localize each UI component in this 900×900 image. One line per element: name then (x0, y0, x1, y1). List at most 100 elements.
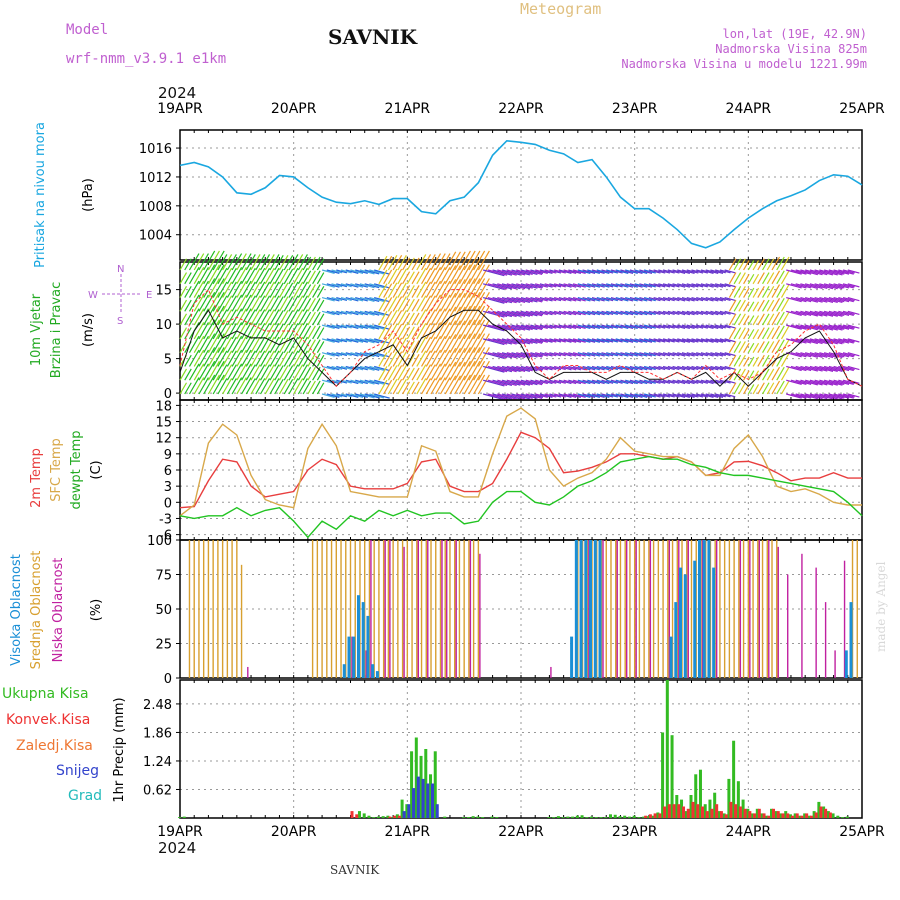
wind-barb (823, 338, 843, 345)
wind-barb (553, 296, 566, 302)
precip-conv-bar (767, 815, 771, 818)
wind-barb (236, 377, 247, 395)
legend-snow: Snijeg (56, 763, 99, 779)
wind-barb (406, 298, 415, 312)
wind-barb (544, 393, 557, 398)
wind-barb (203, 374, 216, 395)
wind-barb (615, 393, 629, 398)
wind-barb (838, 324, 854, 330)
wind-barb (259, 378, 271, 395)
wind-barb (577, 283, 591, 288)
y-tick-label: 100 (147, 534, 172, 549)
wind-barb (269, 254, 280, 271)
wind-barb (819, 365, 838, 372)
wind-barb (686, 338, 699, 343)
wind-barb (582, 269, 596, 274)
wind-barb (231, 267, 243, 285)
wind-barb (733, 368, 742, 381)
wind-barb (549, 365, 562, 371)
wind-barb (625, 352, 638, 357)
wind-barb (312, 256, 321, 271)
wind-barb (634, 365, 648, 371)
precip-total-bar (547, 817, 551, 818)
wind-barb (454, 265, 466, 285)
wind-barb (648, 283, 661, 288)
wind-barb (364, 379, 380, 385)
panel-precipitation: 0.621.241.862.48 (143, 679, 863, 819)
wind-barb (833, 310, 850, 317)
wind-barb (823, 269, 843, 276)
wind-barb (786, 269, 802, 275)
wind-barb (482, 296, 505, 304)
wind-barb (345, 379, 359, 385)
wind-barb (530, 296, 544, 302)
wind-barb (255, 378, 266, 395)
wind-barb (662, 324, 675, 329)
wind-barb (321, 338, 335, 343)
wind-barb (747, 384, 755, 395)
wind-barb (264, 378, 275, 395)
wind-barb (278, 351, 289, 367)
wind-barb (245, 254, 256, 271)
wind-barb (780, 353, 790, 367)
wind-barb (715, 338, 726, 343)
precip-conv-bar (795, 813, 799, 818)
wind-barb (558, 269, 572, 274)
wind-barb (473, 319, 486, 340)
wind-barb (587, 310, 601, 316)
wind-barb (814, 352, 834, 359)
wind-barb (345, 324, 359, 330)
wind-barb (316, 382, 325, 395)
wind-barb (278, 254, 289, 271)
wind-barb (587, 324, 601, 330)
wind-barb (762, 368, 770, 381)
wind-barb (582, 365, 596, 371)
wind-barb (392, 337, 403, 353)
wind-barb (497, 338, 517, 345)
wind-barb (449, 334, 461, 353)
wind-barb (833, 324, 850, 330)
wind-barb (786, 324, 802, 330)
cloud-bar-high (584, 540, 588, 678)
wind-barb (212, 374, 225, 395)
sfc-temp-line (179, 407, 862, 517)
wind-barb (530, 310, 544, 316)
wind-barb (710, 365, 724, 371)
wind-barb (790, 324, 807, 330)
wind-barb (634, 310, 648, 316)
precip-total-bar (746, 808, 750, 818)
wind-barb (245, 350, 256, 367)
wind-barb (743, 301, 750, 312)
wind-barb (724, 269, 736, 274)
wind-barb (226, 378, 237, 395)
wind-barb (800, 310, 818, 317)
wind-barb (217, 378, 228, 395)
cloud-bar-high (702, 540, 706, 678)
wind-barb (563, 338, 577, 343)
wind-barb (193, 267, 205, 285)
wind-barb (487, 393, 508, 400)
wind-barb (558, 352, 572, 357)
wind-barb (672, 352, 686, 357)
wind-barb (762, 299, 770, 312)
wind-barb (572, 310, 586, 316)
wind-barb (392, 310, 403, 326)
wind-barb (193, 335, 205, 353)
wind-barb (757, 272, 765, 285)
wind-barb (719, 269, 731, 274)
wind-barb (340, 365, 352, 370)
wind-barb (705, 393, 719, 398)
wind-barb (245, 336, 256, 353)
wind-barb (809, 352, 828, 358)
wind-barb (833, 296, 850, 303)
wind-barb (530, 269, 544, 274)
wind-barb (444, 306, 457, 326)
wind-barb (686, 283, 699, 288)
wind-barb (516, 379, 533, 386)
wind-barb (387, 310, 398, 326)
precip-total-bar (613, 814, 617, 818)
wind-barb (355, 393, 368, 398)
wind-barb (369, 310, 385, 316)
wind-barb (321, 393, 335, 398)
wind-barb (681, 269, 695, 274)
